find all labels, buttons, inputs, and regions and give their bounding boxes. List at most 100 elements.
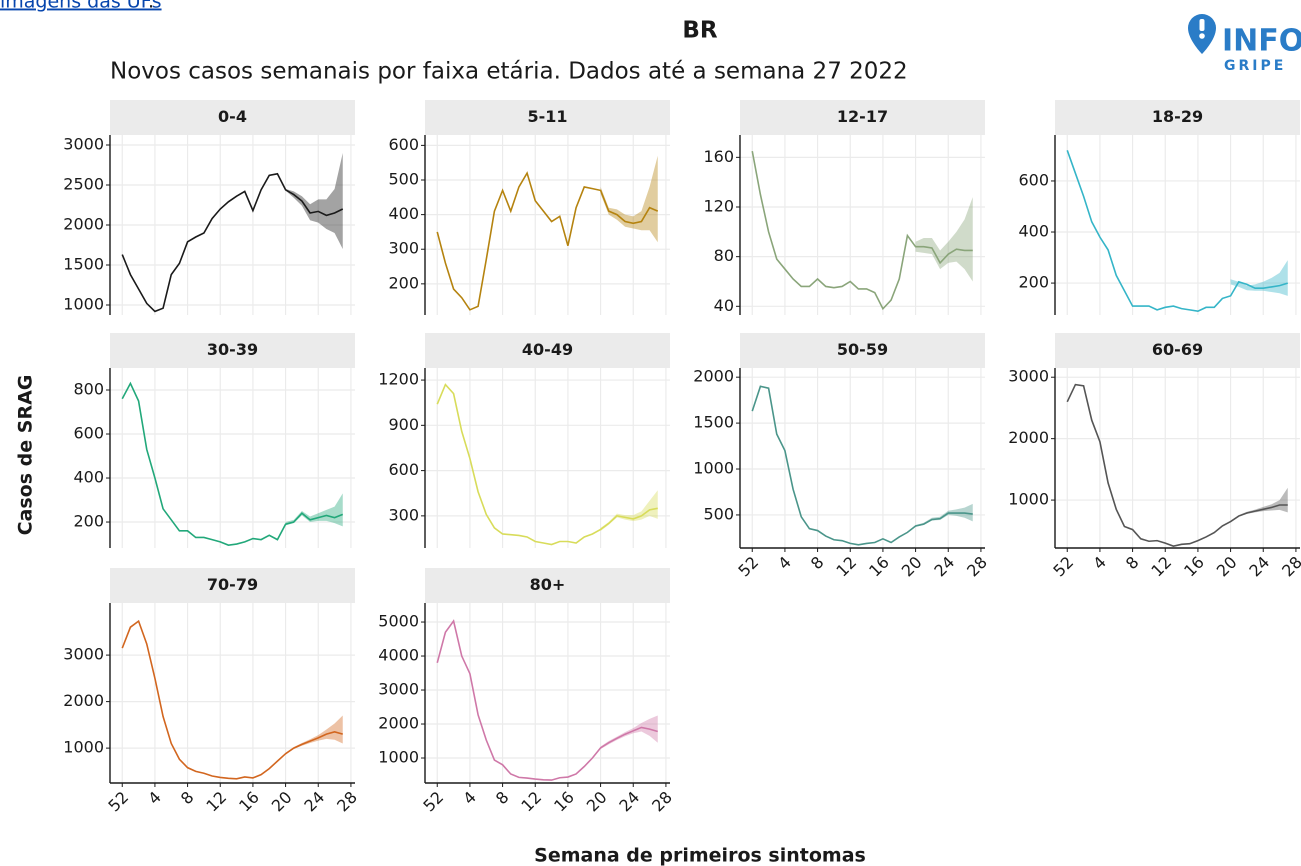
y-tick-label: 2000 — [378, 714, 419, 733]
x-tick-label: 12 — [1147, 553, 1175, 581]
strip-label: 40-49 — [522, 340, 573, 359]
y-tick-label: 1200 — [378, 370, 419, 389]
panel: 0-4 1000 1500 2000 2500 3000 — [63, 100, 355, 315]
y-tick-label: 600 — [1018, 170, 1049, 189]
uncertainty-band — [600, 155, 658, 243]
strip — [110, 100, 355, 135]
y-tick-label: 5000 — [378, 612, 419, 631]
y-tick-label: 800 — [73, 380, 104, 399]
x-tick-label: 4 — [459, 788, 480, 809]
y-tick-label: 200 — [388, 273, 419, 292]
x-tick-label: 28 — [1278, 553, 1301, 581]
strip-label: 80+ — [530, 575, 566, 594]
x-tick-label: 16 — [1180, 553, 1208, 581]
x-tick-label: 20 — [583, 788, 611, 816]
y-tick-label: 1500 — [693, 413, 734, 432]
x-tick-label: 8 — [807, 553, 828, 574]
x-tick-label: 24 — [930, 553, 958, 581]
logo-pin-mark — [1199, 19, 1205, 31]
x-tick-label: 8 — [492, 788, 513, 809]
x-tick-label: 52 — [419, 788, 447, 816]
series-line — [436, 619, 658, 781]
series-line — [121, 619, 343, 780]
y-tick-label: 2000 — [63, 691, 104, 710]
y-tick-label: 400 — [388, 204, 419, 223]
link[interactable]: imagens das UFs — [0, 0, 162, 13]
y-tick-label: 500 — [703, 504, 734, 523]
y-tick-label: 40 — [714, 296, 734, 315]
subtitle: Novos casos semanais por faixa etária. D… — [110, 59, 908, 85]
series-line — [436, 383, 658, 546]
x-tick-label: 28 — [333, 788, 361, 816]
y-tick-label: 200 — [73, 512, 104, 531]
strip — [425, 568, 670, 603]
y-tick-label: 900 — [388, 415, 419, 434]
y-tick-label: 200 — [1018, 273, 1049, 292]
y-tick-label: 2500 — [63, 175, 104, 194]
series-line — [1066, 150, 1288, 312]
x-tick-label: 12 — [517, 788, 545, 816]
y-tick-label: 1000 — [378, 748, 419, 767]
x-tick-label: 20 — [1213, 553, 1241, 581]
panel: 80+ 1000 2000 3000 4000 5000 52 4 8 12 16 20 24 28 — [378, 568, 676, 815]
x-tick-label: 20 — [268, 788, 296, 816]
panel: 12-17 40 80 120 160 — [703, 100, 985, 315]
y-tick-label: 4000 — [378, 646, 419, 665]
y-tick-label: 3000 — [63, 645, 104, 664]
x-tick-label: 52 — [734, 553, 762, 581]
panel: 5-11 200 300 400 500 600 — [388, 100, 670, 315]
strip-label: 18-29 — [1152, 107, 1203, 126]
strip-label: 70-79 — [207, 575, 258, 594]
uncertainty-band — [285, 493, 343, 527]
x-tick-label: 52 — [1049, 553, 1077, 581]
x-tick-label: 4 — [144, 788, 165, 809]
x-axis-label: Semana de primeiros sintomas — [534, 845, 866, 866]
y-tick-label: 600 — [388, 135, 419, 154]
y-tick-label: 600 — [73, 424, 104, 443]
panel: 70-79 1000 2000 3000 52 4 8 12 16 20 24 28 — [63, 568, 361, 815]
strip — [110, 568, 355, 603]
uncertainty-band — [285, 153, 343, 249]
series-line — [121, 381, 344, 546]
strip — [425, 100, 670, 135]
strip — [740, 100, 985, 135]
y-tick-label: 3000 — [1008, 367, 1049, 386]
logo-subtext: GRIPE — [1224, 58, 1286, 74]
y-tick-label: 3000 — [63, 135, 104, 154]
strip-label: 30-39 — [207, 340, 258, 359]
series-line — [751, 385, 973, 546]
panel: 60-69 1000 2000 3000 52 4 8 12 16 20 24 28 — [1008, 333, 1301, 580]
logo-text: INFO — [1222, 24, 1301, 59]
y-tick-label: 1000 — [693, 459, 734, 478]
y-tick-label: 600 — [388, 460, 419, 479]
panel: 30-39 200 400 600 800 — [73, 333, 355, 548]
y-tick-label: 1500 — [63, 255, 104, 274]
series-line — [751, 150, 973, 311]
series-line — [436, 171, 659, 311]
logo: INFO GRIPE — [1188, 14, 1301, 74]
x-tick-label: 16 — [550, 788, 578, 816]
y-tick-label: 3000 — [378, 680, 419, 699]
uncertainty-band — [600, 490, 658, 531]
strip-label: 0-4 — [218, 107, 247, 126]
x-tick-label: 24 — [1245, 553, 1273, 581]
panel: 18-29 200 400 600 — [1018, 100, 1300, 315]
strip — [425, 333, 670, 368]
y-tick-label: 80 — [714, 246, 734, 265]
strip-label: 12-17 — [837, 107, 888, 126]
x-tick-label: 20 — [898, 553, 926, 581]
x-tick-label: 8 — [177, 788, 198, 809]
strip-label: 60-69 — [1152, 340, 1203, 359]
y-tick-label: 120 — [703, 197, 734, 216]
panel: 40-49 300 600 900 1200 — [378, 333, 670, 548]
x-tick-label: 52 — [104, 788, 132, 816]
x-tick-label: 24 — [615, 788, 643, 816]
strip — [740, 333, 985, 368]
y-tick-label: 2000 — [63, 215, 104, 234]
strip — [110, 333, 355, 368]
x-tick-label: 4 — [774, 553, 795, 574]
y-tick-label: 300 — [388, 239, 419, 258]
title: BR — [682, 18, 718, 44]
x-tick-label: 4 — [1089, 553, 1110, 574]
